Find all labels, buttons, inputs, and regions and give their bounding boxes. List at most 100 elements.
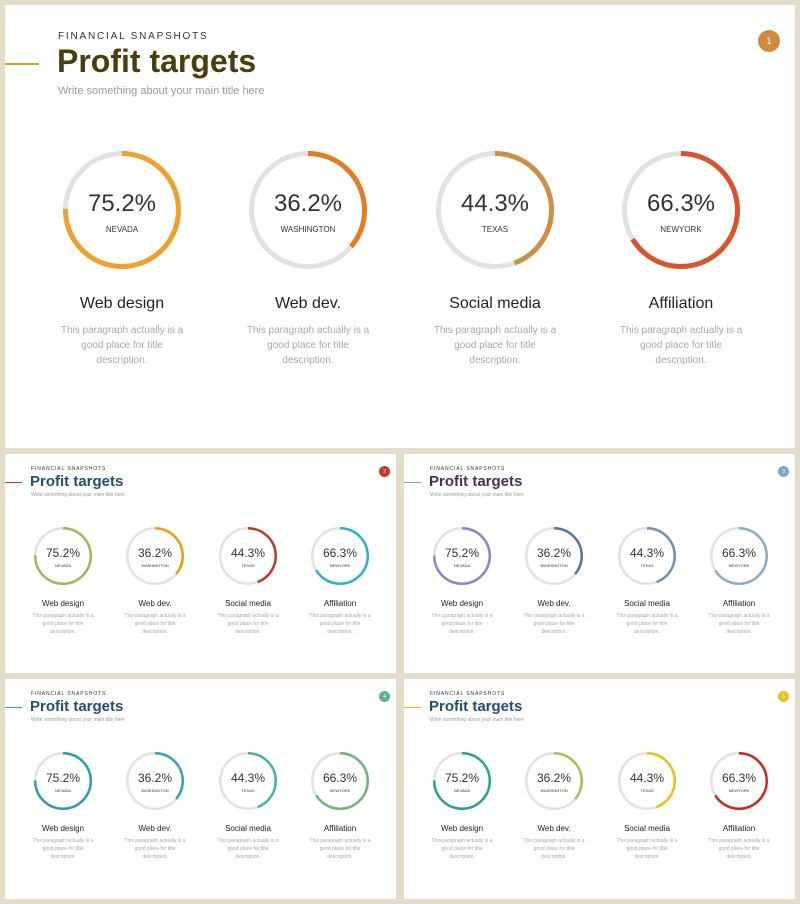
item-description: This paragraph actually is a good place … xyxy=(523,613,585,635)
donut-city-label: WASHINGTON xyxy=(141,788,169,793)
donut-percent: 75.2% xyxy=(444,771,480,785)
donut-chart: 66.3% NEWYORK xyxy=(310,751,370,811)
donut-percent: 36.2% xyxy=(536,546,572,560)
item-title: Affiliation xyxy=(323,599,357,608)
donut-city-label: NEVADA xyxy=(54,788,72,793)
donut-ring xyxy=(433,752,491,810)
donut-chart: 75.2% NEVADA xyxy=(33,526,93,586)
donut-value-arc xyxy=(618,752,676,810)
item-title: Web dev. xyxy=(138,824,172,833)
donut-city-label: TEXAS xyxy=(640,788,654,793)
title-accent-line xyxy=(404,707,421,708)
donut-percent: 36.2% xyxy=(137,546,173,560)
donut-ring xyxy=(219,752,277,810)
variant-slide-2: FINANCIAL SNAPSHOTS Profit targets Write… xyxy=(404,454,795,673)
donut-chart: 44.3% TEXAS xyxy=(218,751,278,811)
donut-city-label: NEWYORK xyxy=(660,225,702,234)
donut-city-label: TEXAS xyxy=(241,563,255,568)
donut-city-label: WASHINGTON xyxy=(540,788,568,793)
item-title: Social media xyxy=(449,295,541,312)
donut-percent: 75.2% xyxy=(444,546,480,560)
slide-subtitle: Write something about your main title he… xyxy=(430,717,524,723)
item-title: Affiliation xyxy=(722,599,756,608)
donut-value-arc xyxy=(249,151,367,269)
variant-slide-3: FINANCIAL SNAPSHOTS Profit targets Write… xyxy=(5,679,396,899)
donut-city-label: WASHINGTON xyxy=(141,563,169,568)
slide-subtitle: Write something about your main title he… xyxy=(31,492,125,498)
page-number-badge: 2 xyxy=(379,466,390,477)
item-title: Web design xyxy=(79,295,165,312)
slide-title: Profit targets xyxy=(429,698,523,715)
donut-ring xyxy=(311,527,369,585)
donut-value-arc xyxy=(311,752,369,810)
donut-city-label: TEXAS xyxy=(481,225,509,234)
title-accent-line xyxy=(5,63,39,65)
donut-value-arc xyxy=(618,527,676,585)
donut-value-arc xyxy=(126,752,184,810)
donut-ring xyxy=(710,752,768,810)
item-description: This paragraph actually is a good place … xyxy=(431,838,493,860)
donut-ring xyxy=(126,752,184,810)
item-title: Social media xyxy=(624,824,670,833)
slide-kicker: FINANCIAL SNAPSHOTS xyxy=(31,691,107,697)
donut-chart: 44.3% TEXAS xyxy=(617,751,677,811)
donut-value-arc xyxy=(219,752,277,810)
donut-value-arc xyxy=(525,752,583,810)
donut-ring xyxy=(34,752,92,810)
donut-percent: 36.2% xyxy=(273,190,343,217)
item-description: This paragraph actually is a good place … xyxy=(433,325,557,366)
item-description: This paragraph actually is a good place … xyxy=(124,613,186,635)
item-title: Affiliation xyxy=(722,824,756,833)
donut-city-label: NEWYORK xyxy=(728,563,750,568)
donut-city-label: NEWYORK xyxy=(329,788,351,793)
item-description: This paragraph actually is a good place … xyxy=(616,838,678,860)
item-title: Social media xyxy=(225,824,271,833)
donut-value-arc xyxy=(710,527,768,585)
slide-kicker: FINANCIAL SNAPSHOTS xyxy=(58,31,209,42)
main-slide: FINANCIAL SNAPSHOTS Profit targets Write… xyxy=(5,5,795,448)
item-title: Web dev. xyxy=(138,599,172,608)
donut-value-arc xyxy=(622,151,740,269)
item-description: This paragraph actually is a good place … xyxy=(708,838,770,860)
donut-value-arc xyxy=(525,527,583,585)
donut-value-arc xyxy=(34,527,92,585)
item-description: This paragraph actually is a good place … xyxy=(616,613,678,635)
donut-percent: 66.3% xyxy=(721,546,757,560)
donut-value-arc xyxy=(126,527,184,585)
donut-ring xyxy=(433,527,491,585)
item-title: Web dev. xyxy=(537,824,571,833)
item-description: This paragraph actually is a good place … xyxy=(32,838,94,860)
donut-city-label: NEVADA xyxy=(453,563,471,568)
donut-percent: 44.3% xyxy=(629,546,665,560)
donut-percent: 44.3% xyxy=(230,546,266,560)
item-description: This paragraph actually is a good place … xyxy=(246,325,370,366)
item-description: This paragraph actually is a good place … xyxy=(309,613,371,635)
donut-ring xyxy=(249,151,367,269)
donut-chart: 36.2% WASHINGTON xyxy=(125,751,185,811)
donut-chart: 36.2% WASHINGTON xyxy=(248,150,368,270)
page-number-badge: 3 xyxy=(778,466,789,477)
donut-value-arc xyxy=(311,527,369,585)
donut-percent: 44.3% xyxy=(629,771,665,785)
donut-percent: 75.2% xyxy=(87,190,157,217)
donut-chart: 75.2% NEVADA xyxy=(432,751,492,811)
donut-ring xyxy=(618,527,676,585)
donut-value-arc xyxy=(436,151,554,269)
donut-percent: 75.2% xyxy=(45,546,81,560)
donut-chart: 44.3% TEXAS xyxy=(435,150,555,270)
item-description: This paragraph actually is a good place … xyxy=(217,838,279,860)
donut-chart: 66.3% NEWYORK xyxy=(310,526,370,586)
variant-slide-4: FINANCIAL SNAPSHOTS Profit targets Write… xyxy=(404,679,795,899)
variant-slide-1: FINANCIAL SNAPSHOTS Profit targets Write… xyxy=(5,454,396,673)
donut-ring xyxy=(311,752,369,810)
donut-value-arc xyxy=(219,527,277,585)
donut-city-label: TEXAS xyxy=(640,563,654,568)
donut-percent: 36.2% xyxy=(137,771,173,785)
donut-ring xyxy=(525,752,583,810)
slide-subtitle: Write something about your main title he… xyxy=(430,492,524,498)
item-title: Social media xyxy=(624,599,670,608)
slide-title: Profit targets xyxy=(30,473,124,490)
donut-city-label: WASHINGTON xyxy=(540,563,568,568)
donut-chart: 44.3% TEXAS xyxy=(617,526,677,586)
item-title: Web design xyxy=(41,599,85,608)
